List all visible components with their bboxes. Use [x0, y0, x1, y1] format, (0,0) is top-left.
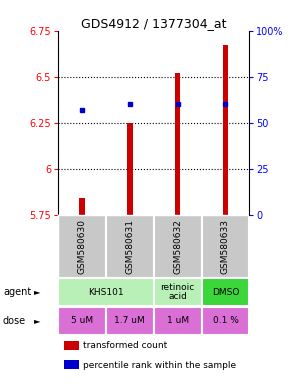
Bar: [154, 215, 202, 278]
Text: dose: dose: [3, 316, 26, 326]
Text: ►: ►: [35, 288, 41, 296]
Text: 1.7 uM: 1.7 uM: [114, 316, 145, 325]
Bar: [64, 341, 79, 350]
Text: transformed count: transformed count: [83, 341, 167, 350]
Bar: [58, 215, 106, 278]
Bar: [223, 45, 228, 215]
Bar: [175, 73, 180, 215]
Text: GSM580631: GSM580631: [125, 218, 134, 274]
Text: agent: agent: [3, 287, 31, 297]
Text: ►: ►: [35, 316, 41, 325]
Text: 5 uM: 5 uM: [71, 316, 93, 325]
Bar: [106, 215, 154, 278]
Bar: [58, 307, 106, 334]
Text: GSM580633: GSM580633: [221, 218, 230, 274]
Bar: [202, 215, 249, 278]
Text: GSM580632: GSM580632: [173, 218, 182, 273]
Bar: [202, 278, 249, 306]
Bar: [79, 198, 85, 215]
Text: 0.1 %: 0.1 %: [213, 316, 238, 325]
Title: GDS4912 / 1377304_at: GDS4912 / 1377304_at: [81, 17, 226, 30]
Bar: [127, 122, 133, 215]
Text: GSM580630: GSM580630: [77, 218, 86, 274]
Bar: [154, 307, 202, 334]
Bar: [58, 278, 154, 306]
Text: DMSO: DMSO: [212, 288, 239, 296]
Bar: [154, 278, 202, 306]
Bar: [64, 360, 79, 369]
Text: KHS101: KHS101: [88, 288, 124, 296]
Text: 1 uM: 1 uM: [166, 316, 189, 325]
Bar: [202, 307, 249, 334]
Text: percentile rank within the sample: percentile rank within the sample: [83, 361, 236, 369]
Text: retinoic
acid: retinoic acid: [160, 283, 195, 301]
Bar: [106, 307, 154, 334]
